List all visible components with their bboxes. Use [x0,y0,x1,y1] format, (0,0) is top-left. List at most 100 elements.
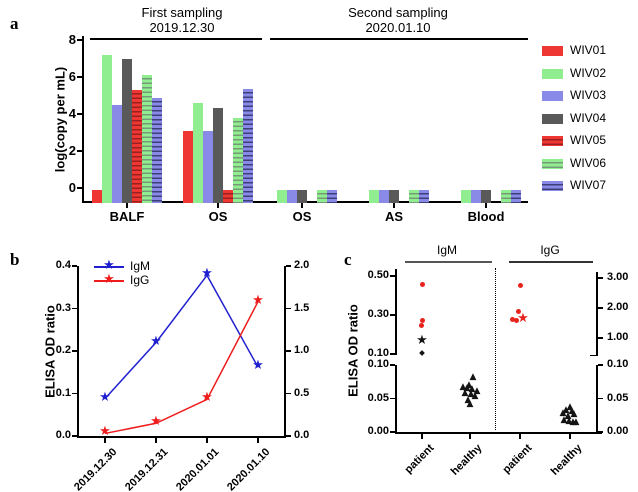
panel-a-category-label: OS [208,209,228,224]
panel-c-right-tick-label: 1.00 [607,331,629,343]
bar-wiv03-os [287,190,297,203]
igm-healthy-triangle-marker: ▲ [471,391,479,402]
igm-patient-star-marker: ★ [416,333,428,349]
panel-c-left-tick-label: 0.10 [367,358,389,370]
panel-a-xtick [301,203,303,208]
panel-a-category-label: OS [292,209,312,224]
igm-healthy-triangle-marker: ▲ [463,383,471,394]
panel-c-left-axis-upper [395,269,397,355]
panel-b-right-tick-label: 1.5 [294,301,310,314]
legend-label-wiv07: WIV07 [570,178,607,192]
igm-healthy-triangle-marker: ▲ [465,380,473,391]
panel-b-xtick [104,438,106,443]
igg-healthy-triangle-marker: ▲ [565,415,573,426]
panel-c-right-tick-label: 2.00 [607,301,629,313]
igm-patient-dot-marker [418,323,424,329]
bar-wiv06-os [233,117,243,203]
bar-wiv02-as [369,190,379,203]
panel-b-right-tick [286,435,291,437]
igg-healthy-triangle-marker: ▲ [572,417,580,428]
panel-c-xtick [569,434,571,439]
panel-a-ytick [77,39,82,41]
panel-c-left-axis-lower [395,365,397,434]
bar-wiv03-blood [471,190,481,203]
section-title-igg: IgG [540,243,560,257]
panel-b-right-tick-label: 0.0 [294,429,310,441]
legend-swatch-wiv05 [542,136,563,146]
panel-a-yaxis [82,36,84,203]
panel-b-left-axis [77,266,79,437]
bar-wiv06-blood [501,190,511,203]
panel-a-ytick-label: 2 [68,143,76,158]
igg-healthy-triangle-marker: ▲ [570,408,578,419]
panel-b-right-tick [286,265,291,267]
panel-b-left-tick-label: 0.2 [55,344,71,356]
legend-swatch-wiv02 [542,68,563,79]
panel-b-right-tick-label: 2.0 [294,259,310,271]
panel-a-xtick [126,203,128,208]
panel-c-xtick-label: patient [402,442,437,476]
bar-wiv02-balf [102,54,112,203]
bar-wiv01-os [183,130,193,203]
bar-wiv02-os [193,102,203,203]
bar-wiv02-os [277,190,287,203]
igm-healthy-triangle-marker: ▲ [467,389,475,400]
panel-b-left-tick [72,265,77,267]
igg-patient-dot-marker [509,316,515,322]
bar-wiv06-os [317,190,327,203]
panel-b-left-tick [72,350,77,352]
panel-b-legend-igg-star-marker: ★ [103,272,115,287]
bar-wiv02-blood [461,190,471,203]
panel-c-right-tick [598,337,603,339]
bar-wiv07-os [327,190,337,203]
section-rule-igg [509,261,593,263]
igg-patient-dot-marker [517,283,523,288]
panel-b-right-tick-label: 0.5 [294,386,310,399]
legend-label-wiv04: WIV04 [570,110,607,125]
igm-healthy-triangle-marker: ▲ [473,385,481,396]
panel-b-left-tick-label: 0.4 [55,259,71,271]
panel-a-ytick-label: 4 [68,106,76,121]
bar-wiv06-balf [142,75,152,203]
panel-c-right-tick [598,307,603,309]
igg-patient-dot-marker [513,318,519,324]
second-sampling-title: Second sampling [348,5,448,20]
panel-a-ytick-label: 0 [68,180,76,195]
bar-wiv06-as [409,190,419,203]
bar-wiv07-os [243,89,253,203]
panel-a-ytick-label: 8 [68,32,76,47]
igg-healthy-triangle-marker: ▲ [562,405,570,416]
igm-healthy-triangle-marker: ▲ [466,399,474,410]
bar-wiv04-blood [481,190,491,203]
panel-b-right-axis [284,266,286,437]
bar-wiv05-os [223,190,233,203]
panel-c-left-tick-label: 0.00 [367,425,389,437]
panel-c-right-tick [598,431,603,433]
panel-a-xtick [485,203,487,208]
legend-swatch-wiv01 [542,46,563,56]
panel-b-right-tick [286,307,291,310]
igg-line [104,301,259,435]
section-rule-igm [405,261,492,263]
panel-c-right-tick-label: 0.10 [607,358,629,370]
igm-point-star-marker: ★ [99,389,111,405]
panel-b-legend-line-igg [94,280,124,282]
bar-wiv07-as [419,190,429,203]
panel-c-right-tick-label: 0.05 [607,391,629,404]
panel-c-left-tick [390,353,395,355]
panel-c-right-axis-upper [596,272,598,356]
panel-c-left-tick-label: 0.50 [367,269,389,281]
bar-wiv04-as [389,190,399,203]
bar-wiv04-os [213,108,223,203]
panel-b-xaxis [77,436,286,438]
igm-healthy-triangle-marker: ▲ [468,384,476,395]
bar-wiv01-balf [92,190,102,203]
panel-b-legend-label-igm: IgM [130,259,151,273]
first-sampling-title: First sampling [141,5,223,20]
igm-healthy-triangle-marker: ▲ [459,381,467,392]
